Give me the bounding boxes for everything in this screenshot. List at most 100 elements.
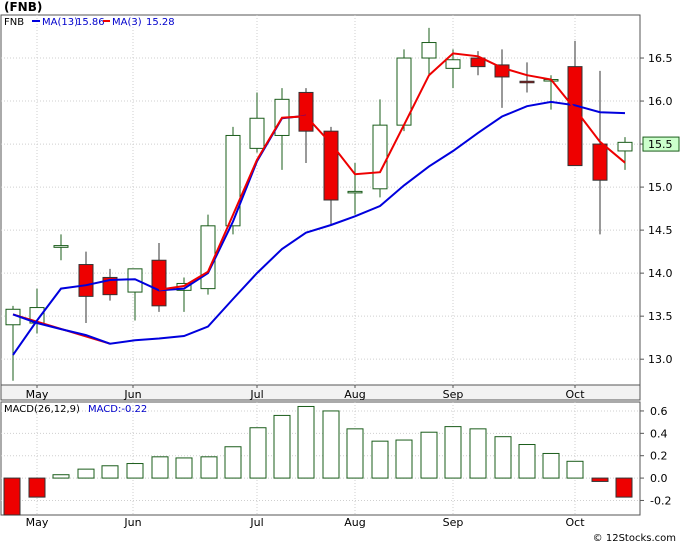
axis-layer: 13.0 13.5 14.0 14.5 15.0 15.5 16.0 16.5 0.6 0.4 0.… (26, 52, 680, 529)
candle (347, 163, 363, 215)
legend-ma3-value: 15.28 (146, 17, 175, 28)
price-xtick-label: Oct (565, 388, 585, 401)
candle (396, 49, 412, 132)
ma3-line (158, 52, 626, 291)
price-panel (5, 27, 633, 381)
candle (249, 92, 265, 153)
price-ytick-label: 16.5 (648, 52, 673, 65)
legend-layer: FNB MA(13)15.86 MA(3) 15.28 MACD(26,12,9) MAC… (4, 17, 175, 415)
macd-bar (371, 440, 389, 479)
price-xtick-label: May (26, 388, 49, 401)
legend-ma13-value: 15.86 (76, 17, 105, 28)
price-xtick-label: Jul (249, 388, 263, 401)
macd-xtick-label: May (26, 516, 49, 529)
macd-bar (469, 428, 487, 479)
macd-bar (542, 452, 560, 479)
macd-bar (224, 446, 242, 479)
macd-bar (395, 439, 413, 479)
macd-bar (151, 456, 169, 479)
candle-body (592, 143, 608, 181)
candle-body (519, 80, 535, 84)
candle (200, 214, 216, 295)
price-panel-frame (0, 14, 641, 386)
macd-bar (420, 431, 438, 479)
candle (470, 51, 486, 76)
candle-body (445, 59, 461, 69)
macd-ytick-label: 0.2 (650, 450, 668, 463)
macd-xtick-label: Jun (123, 516, 141, 529)
macd-ytick-label: -0.2 (650, 494, 671, 507)
macd-xtick-label: Sep (443, 516, 464, 529)
candle-body (249, 117, 265, 149)
candle (519, 62, 535, 93)
candle (78, 251, 94, 324)
macd-ytick-label: 0.6 (650, 405, 668, 418)
candle (617, 137, 633, 170)
macd-bar (175, 457, 193, 479)
price-xtick-label: Sep (443, 388, 464, 401)
macd-panel (3, 405, 633, 516)
candle-body (567, 66, 583, 167)
macd-bar (101, 465, 119, 479)
candle (445, 49, 461, 89)
copyright-text: © 12Stocks.com (592, 533, 676, 544)
candle-body (127, 268, 143, 293)
candle (127, 268, 143, 321)
macd-bar (591, 477, 609, 482)
macd-bar (3, 477, 21, 516)
macd-bar (200, 456, 218, 479)
candle-body (151, 259, 167, 307)
last-price-tag (642, 136, 680, 152)
ma13-line (12, 100, 626, 345)
candle-body (323, 130, 339, 201)
macd-xtick-label: Jul (249, 516, 263, 529)
macd-bar (273, 414, 291, 479)
macd-bar (346, 428, 364, 479)
candle (567, 40, 583, 167)
candle-body (78, 264, 94, 297)
price-ytick-label: 14.0 (648, 267, 673, 280)
candle-body (617, 141, 633, 152)
candle-body (53, 245, 69, 248)
candle-body (421, 42, 437, 59)
legend-ma13-label: MA(13) (42, 17, 78, 28)
macd-ytick-label: 0.0 (650, 472, 668, 485)
macd-bar (566, 460, 584, 479)
macd-bar (52, 474, 70, 479)
candle (225, 126, 241, 235)
candle (151, 243, 167, 312)
macd-bar (322, 410, 340, 479)
candle (421, 27, 437, 76)
macd-bar (494, 436, 512, 479)
legend-ma3-label: MA(3) (112, 17, 142, 28)
legend-symbol: FNB (4, 17, 24, 28)
macd-bar (518, 444, 536, 479)
macd-xtick-label: Aug (344, 516, 365, 529)
macd-xtick-label: Oct (565, 516, 585, 529)
macd-ytick-label: 0.4 (650, 427, 668, 440)
macd-bar (77, 468, 95, 479)
price-ytick-label: 15.0 (648, 181, 673, 194)
legend-macd-value: MACD:-0.22 (88, 404, 147, 415)
candle (53, 234, 69, 261)
macd-bar (615, 477, 633, 498)
grid-layer (0, 14, 641, 516)
candle (29, 288, 45, 334)
candle-body (200, 225, 216, 290)
candle-body (298, 91, 314, 132)
candle (592, 70, 608, 235)
last-price-label: 15.5 (648, 138, 673, 151)
candle-body (225, 134, 241, 227)
price-ytick-label: 14.5 (648, 224, 673, 237)
price-ytick-label: 16.0 (648, 95, 673, 108)
macd-bar (444, 426, 462, 479)
macd-bar (249, 427, 267, 479)
macd-bar (126, 463, 144, 479)
price-ytick-label: 13.0 (648, 353, 673, 366)
legend-macd-label: MACD(26,12,9) (4, 404, 80, 415)
chart-title: (FNB) (4, 0, 43, 14)
price-xaxis-band (0, 384, 641, 401)
macd-bar (28, 477, 46, 498)
candle-body (347, 190, 363, 194)
